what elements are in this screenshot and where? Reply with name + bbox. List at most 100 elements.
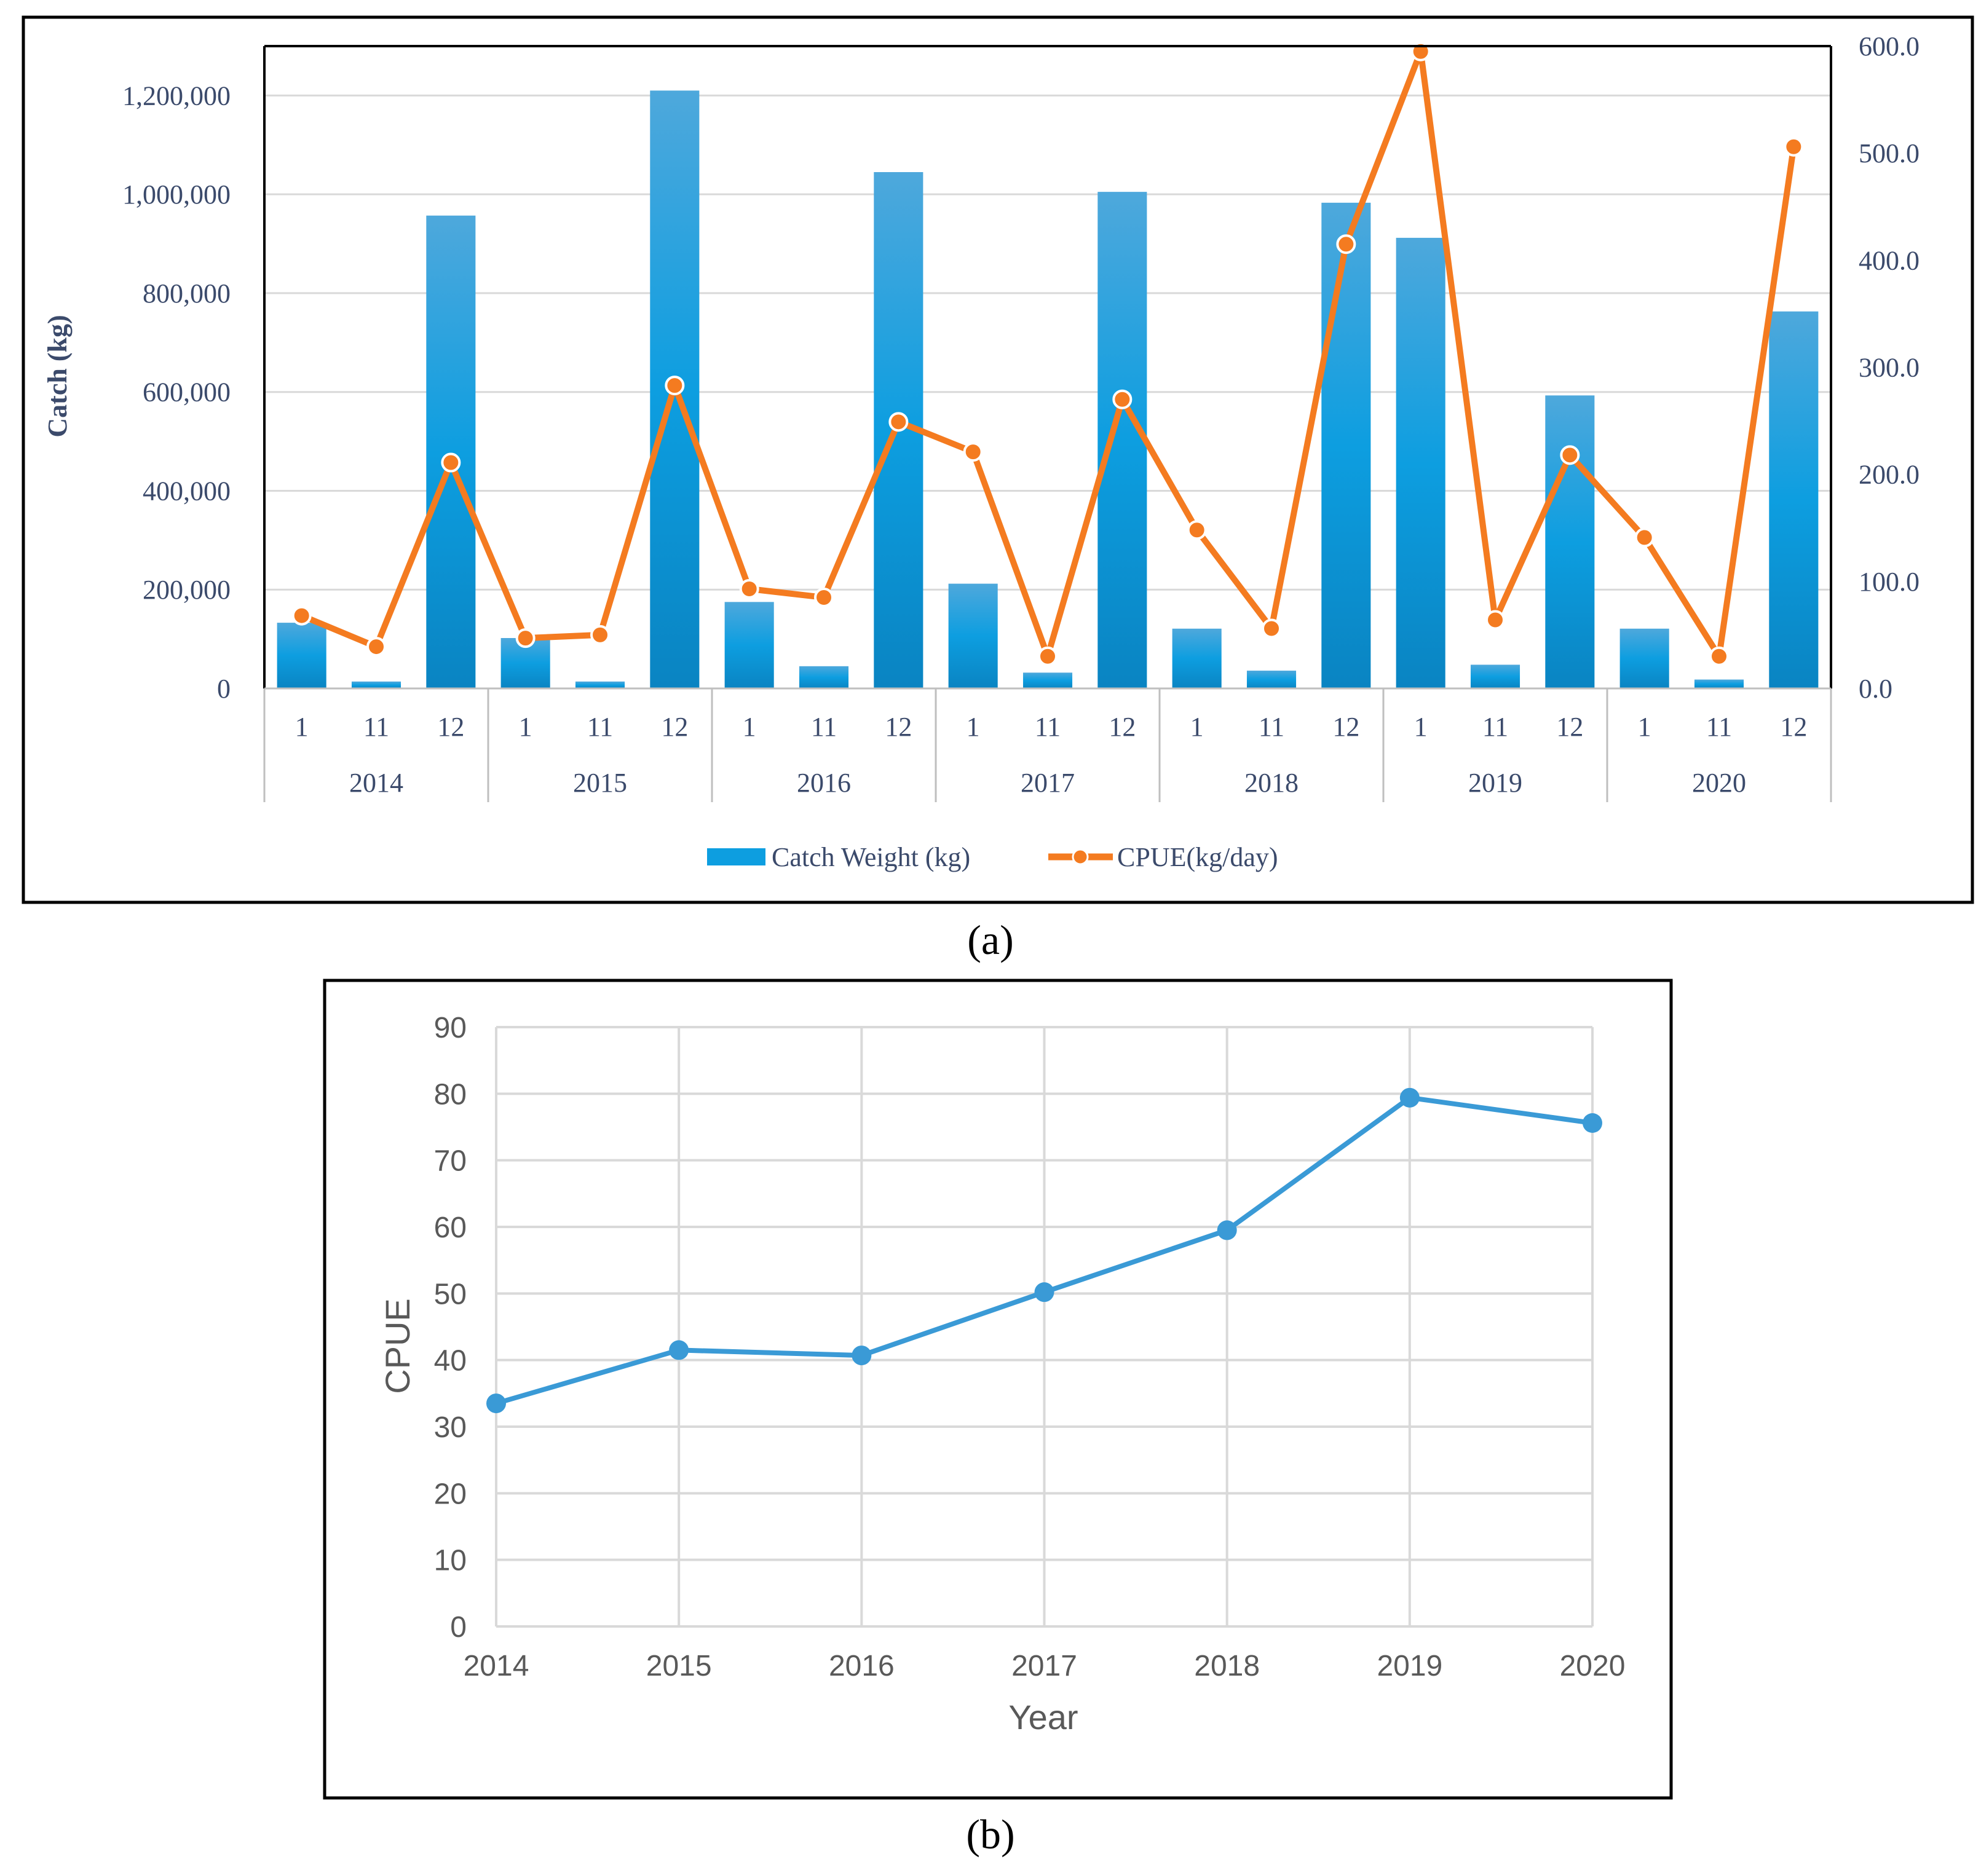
x-tick-label: 2017: [1011, 1650, 1077, 1682]
year-tick-label: 2017: [1021, 768, 1075, 798]
month-tick-label: 11: [1706, 712, 1732, 742]
right-tick-label: 200.0: [1859, 460, 1920, 490]
month-tick-label: 11: [1259, 712, 1284, 742]
y-tick-label: 70: [434, 1145, 467, 1178]
cpue-point: [1217, 1220, 1237, 1240]
catch-bar: [1470, 664, 1520, 688]
y-tick-label: 30: [434, 1411, 467, 1444]
year-tick-label: 2014: [349, 768, 403, 798]
chart-b-xlabel: Year: [1008, 1698, 1078, 1736]
x-tick-label: 2018: [1194, 1650, 1260, 1682]
cpue-point: [1583, 1113, 1602, 1133]
catch-bar: [1172, 628, 1222, 688]
x-tick-label: 2016: [829, 1650, 895, 1682]
month-tick-label: 1: [295, 712, 309, 742]
legend-cpue-label: CPUE(kg/day): [1117, 842, 1278, 872]
month-tick-label: 11: [1482, 712, 1508, 742]
catch-bar: [948, 583, 998, 688]
catch-bar: [1396, 237, 1445, 688]
cpue-point: [1262, 618, 1281, 639]
cpue-point: [665, 376, 685, 396]
cpue-point: [814, 587, 834, 607]
chart-b-x-ticks: 2014 2015 2016 2017 2018 2019 2020: [464, 1650, 1626, 1682]
x-tick-label: 2019: [1377, 1650, 1442, 1682]
month-tick-label: 12: [1780, 712, 1807, 742]
cpue-point: [1187, 520, 1207, 540]
month-tick-label: 11: [363, 712, 389, 742]
cpue-point: [888, 412, 909, 432]
cpue-point: [1112, 389, 1133, 409]
chart-a-ylabel: Catch (kg): [42, 315, 73, 437]
cpue-point: [852, 1346, 872, 1366]
month-tick-label: 12: [885, 712, 912, 742]
catch-bar: [575, 681, 625, 688]
y-tick-label: 80: [434, 1078, 467, 1111]
cpue-point: [1336, 234, 1356, 254]
panel-b-label: (b): [929, 1810, 1052, 1859]
year-tick-label: 2019: [1468, 768, 1522, 798]
catch-bar: [1619, 628, 1669, 688]
catch-bar: [1694, 679, 1744, 688]
month-tick-label: 12: [437, 712, 464, 742]
catch-bar: [1022, 672, 1073, 688]
month-tick-label: 1: [743, 712, 756, 742]
month-tick-label: 12: [1109, 712, 1136, 742]
catch-bar: [277, 623, 326, 688]
right-tick-label: 300.0: [1859, 353, 1920, 383]
cpue-point: [1784, 136, 1804, 157]
catch-bar: [724, 602, 774, 688]
cpue-point: [441, 452, 461, 473]
right-tick-label: 600.0: [1859, 31, 1920, 61]
cpue-point: [1485, 610, 1505, 630]
cpue-point: [366, 637, 386, 657]
chart-b-cpue-line: [486, 1087, 1602, 1414]
month-tick-label: 11: [587, 712, 613, 742]
left-tick-label: 1,200,000: [122, 81, 231, 111]
right-tick-label: 0.0: [1859, 674, 1892, 704]
y-tick-label: 60: [434, 1212, 467, 1244]
chart-a-cpue-line: [291, 41, 1804, 666]
cpue-point: [1034, 1282, 1054, 1303]
y-tick-label: 10: [434, 1545, 467, 1577]
month-tick-label: 1: [1638, 712, 1651, 742]
x-tick-label: 2015: [646, 1650, 712, 1682]
panel-a-label-text: (a): [967, 916, 1014, 963]
month-tick-label: 1: [519, 712, 532, 742]
cpue-point: [1560, 445, 1580, 465]
left-tick-label: 400,000: [143, 476, 231, 506]
catch-bar: [1246, 671, 1297, 688]
catch-bar: [1545, 395, 1595, 688]
left-tick-label: 600,000: [143, 377, 231, 408]
chart-a-right-ticks: 0.0 100.0 200.0 300.0 400.0 500.0 600.0: [1859, 31, 1920, 704]
catch-cpue-chart: 0 200,000 400,000 600,000 800,000 1,000,000 1,…: [22, 15, 1974, 904]
chart-a-legend: Catch Weight (kg) CPUE(kg/day): [707, 842, 1278, 872]
cpue-point: [1634, 527, 1655, 548]
x-tick-label: 2020: [1560, 1650, 1626, 1682]
cpue-point: [590, 625, 610, 645]
y-tick-label: 90: [434, 1012, 467, 1044]
catch-bar: [1097, 192, 1147, 688]
year-tick-label: 2020: [1692, 768, 1746, 798]
year-tick-label: 2016: [797, 768, 851, 798]
y-tick-label: 0: [450, 1611, 467, 1644]
legend-line-marker: [1072, 848, 1089, 865]
catch-bar: [1321, 202, 1371, 689]
chart-b-ylabel: CPUE: [378, 1298, 417, 1394]
cpue-point: [669, 1340, 689, 1360]
cpue-point: [739, 579, 759, 599]
cpue-point: [1038, 646, 1058, 666]
legend-bar-swatch: [707, 848, 765, 865]
left-tick-label: 800,000: [143, 278, 231, 309]
cpue-point: [1399, 1087, 1420, 1108]
annual-cpue-chart: 0 10 20 30 40 50 60 70 80 90 2014 2015 2016 2017 2018…: [323, 979, 1673, 1800]
month-tick-label: 11: [1035, 712, 1061, 742]
y-tick-label: 20: [434, 1478, 467, 1510]
cpue-point: [515, 628, 536, 648]
cpue-point: [291, 605, 312, 626]
catch-bar: [426, 215, 476, 688]
left-tick-label: 0: [217, 674, 231, 704]
left-tick-label: 1,000,000: [122, 179, 231, 210]
cpue-point: [486, 1393, 506, 1414]
legend-catch-label: Catch Weight (kg): [772, 842, 970, 872]
